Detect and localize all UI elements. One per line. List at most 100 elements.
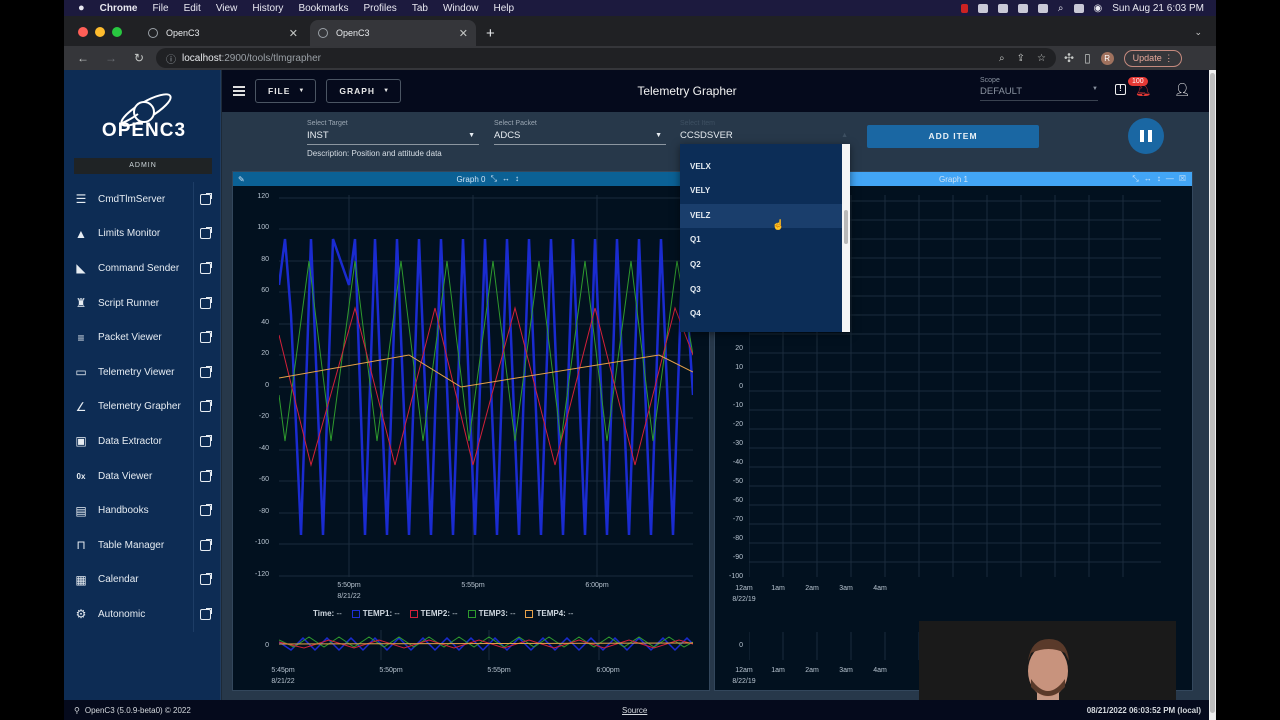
expand-width-icon[interactable]: ↔ — [1143, 174, 1152, 183]
graph-0-plot[interactable] — [279, 195, 693, 577]
dropdown-option[interactable]: Q4 — [690, 309, 701, 319]
menu-app-name[interactable]: Chrome — [99, 2, 138, 14]
page-scrollbar[interactable] — [1209, 70, 1216, 720]
reload-button[interactable]: ↻ — [133, 51, 145, 65]
sidebar-item-handbooks[interactable]: ▤ Handbooks — [64, 493, 221, 528]
zoom-window-button[interactable] — [112, 27, 122, 37]
sidebar-item-table-manager[interactable]: ⊓ Table Manager — [64, 527, 221, 563]
close-tab-icon[interactable]: ✕ — [288, 27, 298, 40]
browser-tab-active[interactable]: OpenC3 ✕ — [310, 20, 476, 46]
status-icon[interactable] — [997, 3, 1008, 13]
open-new-tab-icon[interactable] — [200, 607, 212, 620]
address-bar[interactable]: ⓘ localhost :2900/tools/tlmgrapher ⌕ ⇪ ☆ — [156, 48, 1056, 68]
legend-item-temp1[interactable]: TEMP1: -- — [351, 609, 400, 618]
graph-menu-button[interactable]: GRAPH ▼ — [326, 79, 402, 103]
hamburger-menu-icon[interactable] — [233, 84, 245, 99]
file-menu-button[interactable]: FILE ▼ — [255, 79, 317, 103]
status-icon[interactable] — [977, 3, 988, 13]
expand-width-icon[interactable]: ↔ — [502, 174, 510, 183]
close-tab-icon[interactable]: ✕ — [458, 27, 468, 40]
dropdown-option-hovered[interactable]: VELZ — [680, 203, 850, 229]
open-new-tab-icon[interactable] — [200, 400, 212, 413]
open-new-tab-icon[interactable] — [200, 296, 212, 309]
sidebar-item-script-runner[interactable]: ♜ Script Runner — [64, 285, 221, 321]
share-icon[interactable]: ⇪ — [1016, 52, 1026, 64]
sidebar-item-command-sender[interactable]: ◣ Command Sender — [64, 251, 221, 286]
select-packet[interactable]: Select Packet ADCS ▼ — [494, 120, 666, 145]
minimize-window-button[interactable] — [95, 27, 105, 37]
dropdown-option[interactable]: VELY — [690, 186, 711, 196]
sidebar-item-data-extractor[interactable]: ▣ Data Extractor — [64, 424, 221, 459]
open-new-tab-icon[interactable] — [200, 261, 212, 274]
browser-tab[interactable]: OpenC3 ✕ — [140, 20, 306, 46]
expand-height-icon[interactable]: ↕ — [515, 174, 519, 183]
open-new-tab-icon[interactable] — [200, 227, 212, 240]
source-link[interactable]: Source — [622, 705, 648, 715]
control-center-icon[interactable] — [1073, 3, 1084, 13]
side-panel-icon[interactable]: ▯ — [1084, 51, 1091, 65]
recording-icon[interactable] — [960, 3, 968, 13]
graph-0-overview[interactable] — [279, 630, 693, 660]
tab-search-chevron-icon[interactable]: ⌄ — [1194, 27, 1202, 37]
pause-button[interactable] — [1128, 118, 1164, 154]
dropdown-option[interactable]: Q1 — [690, 235, 701, 245]
graph-0-header[interactable]: ✎ Graph 0 ⤡ ↔ ↕ — [233, 172, 709, 186]
user-account-icon[interactable]: 👤︎ — [1174, 82, 1191, 97]
zoom-icon[interactable]: ⌕ — [999, 52, 1005, 64]
open-new-tab-icon[interactable] — [200, 538, 212, 551]
sidebar-item-telemetry-viewer[interactable]: ▭ Telemetry Viewer — [64, 354, 221, 390]
close-graph-icon[interactable]: ☒ — [1178, 174, 1186, 183]
battery-icon[interactable] — [1037, 3, 1048, 13]
minimize-icon[interactable]: — — [1165, 174, 1174, 183]
open-new-tab-icon[interactable] — [200, 331, 212, 344]
menu-window[interactable]: Window — [442, 2, 479, 14]
legend-item-temp2[interactable]: TEMP2: -- — [409, 609, 458, 618]
update-button[interactable]: Update ⋮ — [1123, 49, 1183, 67]
dropdown-option[interactable]: VELX — [690, 161, 711, 171]
close-window-button[interactable] — [78, 27, 88, 37]
legend-item-temp3[interactable]: TEMP3: -- — [467, 609, 515, 618]
menu-profiles[interactable]: Profiles — [363, 2, 397, 14]
dropdown-option[interactable]: Q2 — [690, 259, 701, 269]
dropdown-scrollbar[interactable] — [842, 144, 850, 332]
menu-edit[interactable]: Edit — [183, 2, 201, 14]
select-item-dropdown-menu[interactable]: POSZ VELX VELY VELZ Q1 Q2 Q3 Q4 ☝ — [680, 144, 850, 332]
sidebar-item-limits-monitor[interactable]: ▲ Limits Monitor — [64, 216, 221, 252]
open-new-tab-icon[interactable] — [200, 504, 212, 517]
add-item-button[interactable]: ADD ITEM — [867, 125, 1039, 148]
open-new-tab-icon[interactable] — [200, 469, 212, 482]
sidebar-item-data-viewer[interactable]: 0x Data Viewer — [64, 458, 221, 494]
menu-file[interactable]: File — [152, 2, 169, 14]
select-target[interactable]: Select Target INST ▼ — [307, 120, 479, 145]
collapse-icon[interactable]: ⤡ — [1132, 174, 1139, 183]
open-new-tab-icon[interactable] — [200, 192, 212, 205]
menu-help[interactable]: Help — [493, 2, 515, 14]
apple-icon[interactable]: ● — [78, 2, 85, 14]
sidebar-item-packet-viewer[interactable]: ≡ Packet Viewer — [64, 320, 221, 355]
scope-select[interactable]: Scope DEFAULT ▼ — [980, 77, 1098, 101]
info-icon[interactable]: ⓘ — [166, 54, 176, 66]
select-item[interactable]: Select Item CCSDSVER ▲ — [680, 120, 852, 145]
sidebar-item-telemetry-grapher[interactable]: ∠ Telemetry Grapher — [64, 389, 221, 425]
spotlight-search-icon[interactable]: ⌕ — [1057, 2, 1064, 14]
dropdown-option[interactable]: Q3 — [690, 284, 701, 294]
sidebar-item-autonomic[interactable]: ⚙ Autonomic — [64, 597, 221, 632]
profile-avatar[interactable]: R — [1100, 51, 1114, 65]
extensions-puzzle-icon[interactable]: ✣ — [1064, 51, 1075, 65]
open-new-tab-icon[interactable] — [200, 365, 212, 378]
sidebar-item-calendar[interactable]: ▦ Calendar — [64, 562, 221, 598]
menu-tab[interactable]: Tab — [411, 2, 428, 14]
new-tab-button[interactable]: + — [486, 25, 495, 42]
sidebar-item-cmdtlmserver[interactable]: ☰ CmdTlmServer — [64, 182, 221, 217]
open-new-tab-icon[interactable] — [200, 573, 212, 586]
legend-item-temp4[interactable]: TEMP4: -- — [525, 609, 573, 618]
open-new-tab-icon[interactable] — [200, 434, 212, 447]
bookmark-star-icon[interactable]: ☆ — [1037, 52, 1046, 64]
status-icon[interactable] — [1017, 3, 1028, 13]
back-button[interactable]: ← — [77, 51, 89, 65]
siri-icon[interactable]: ◉ — [1093, 2, 1103, 14]
dropdown-option[interactable]: POSZ — [680, 144, 850, 155]
menu-bookmarks[interactable]: Bookmarks — [298, 2, 349, 14]
expand-height-icon[interactable]: ↕ — [1156, 174, 1161, 183]
alert-box-icon[interactable]: ! — [1115, 84, 1126, 95]
